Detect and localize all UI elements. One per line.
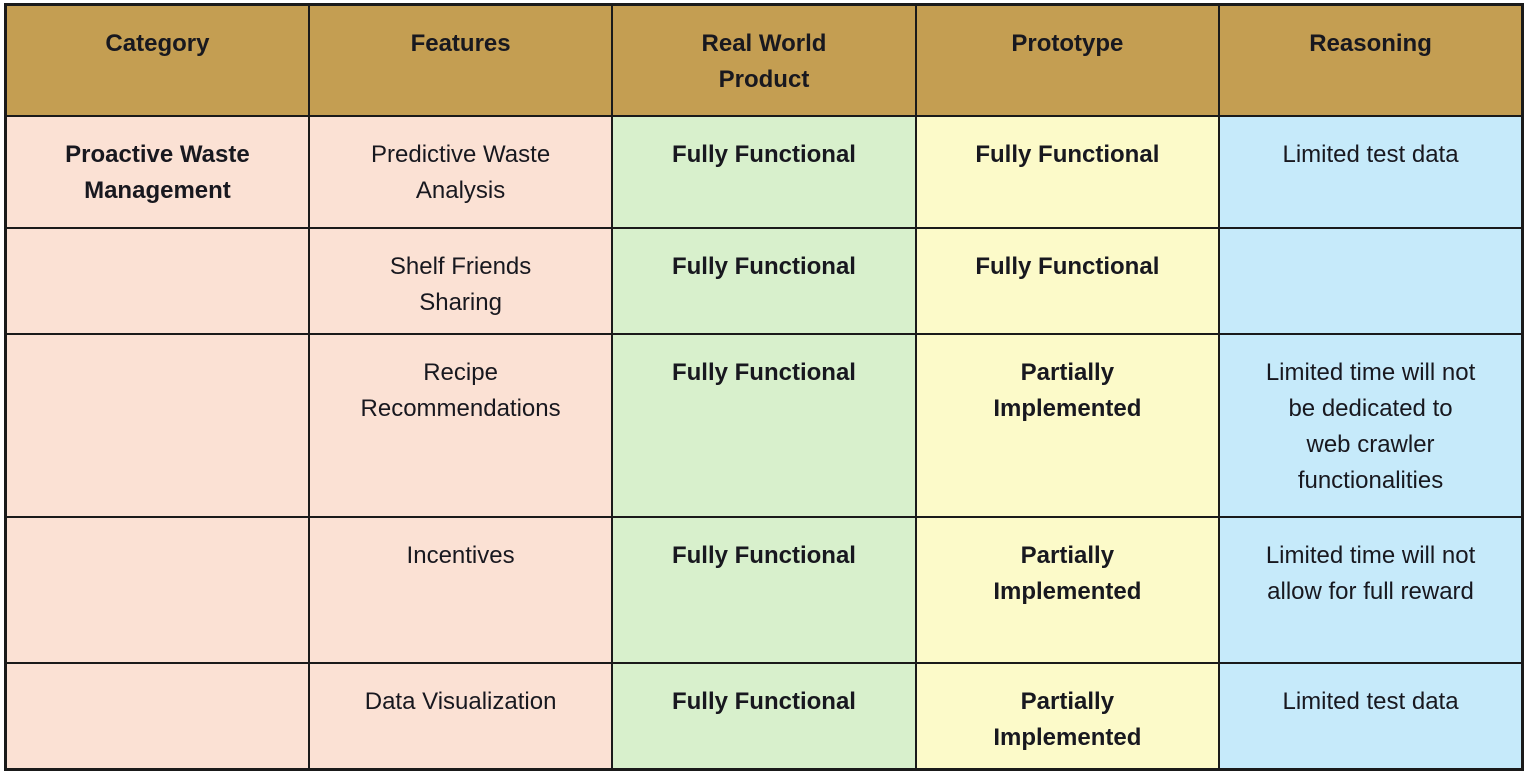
cell-reasoning bbox=[1218, 226, 1524, 335]
cell-prototype-status: Partially Implemented bbox=[914, 332, 1221, 518]
cell-feature: Data Visualization bbox=[307, 661, 614, 770]
cell-reasoning: Limited time will not allow for full rew… bbox=[1218, 515, 1524, 664]
cell-category bbox=[4, 515, 310, 664]
cell-prototype-status: Partially Implemented bbox=[914, 515, 1221, 664]
cell-real-world-status: Fully Functional bbox=[611, 114, 917, 229]
cell-prototype-status: Fully Functional bbox=[914, 114, 1221, 229]
cell-feature: Incentives bbox=[307, 515, 614, 664]
feature-comparison-table: Category Features Real World Product Pro… bbox=[4, 3, 1524, 771]
cell-prototype-status: Partially Implemented bbox=[914, 661, 1221, 770]
header-row: Category Features Real World Product Pro… bbox=[4, 3, 1524, 117]
table-row: Proactive Waste Management Predictive Wa… bbox=[4, 114, 1524, 229]
header-prototype: Prototype bbox=[914, 3, 1221, 117]
header-real-world-product: Real World Product bbox=[611, 3, 917, 117]
cell-real-world-status: Fully Functional bbox=[611, 515, 917, 664]
cell-category bbox=[4, 332, 310, 518]
header-reasoning: Reasoning bbox=[1218, 3, 1524, 117]
table-row: Data Visualization Fully Functional Part… bbox=[4, 661, 1524, 770]
cell-feature: Recipe Recommendations bbox=[307, 332, 614, 518]
table-row: Incentives Fully Functional Partially Im… bbox=[4, 515, 1524, 664]
cell-real-world-status: Fully Functional bbox=[611, 661, 917, 770]
table-row: Shelf Friends Sharing Fully Functional F… bbox=[4, 226, 1524, 335]
cell-category bbox=[4, 661, 310, 770]
header-category: Category bbox=[4, 3, 310, 117]
cell-real-world-status: Fully Functional bbox=[611, 332, 917, 518]
cell-category bbox=[4, 226, 310, 335]
cell-real-world-status: Fully Functional bbox=[611, 226, 917, 335]
header-features: Features bbox=[307, 3, 614, 117]
cell-category: Proactive Waste Management bbox=[4, 114, 310, 229]
cell-feature: Shelf Friends Sharing bbox=[307, 226, 614, 335]
cell-reasoning: Limited test data bbox=[1218, 114, 1524, 229]
cell-reasoning: Limited test data bbox=[1218, 661, 1524, 770]
table-row: Recipe Recommendations Fully Functional … bbox=[4, 332, 1524, 518]
cell-feature: Predictive Waste Analysis bbox=[307, 114, 614, 229]
cell-reasoning: Limited time will not be dedicated to we… bbox=[1218, 332, 1524, 518]
cell-prototype-status: Fully Functional bbox=[914, 226, 1221, 335]
